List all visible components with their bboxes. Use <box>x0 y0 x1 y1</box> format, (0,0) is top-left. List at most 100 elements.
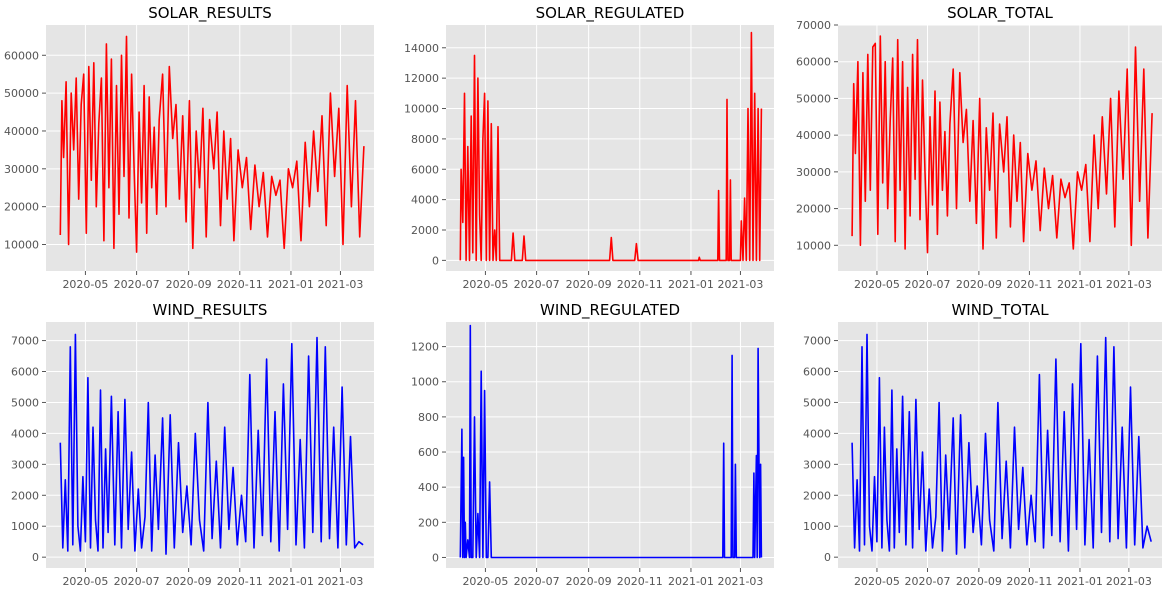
y-tick-label: 600 <box>418 446 439 459</box>
x-tick-label: 2020-07 <box>514 278 560 291</box>
y-tick-label: 7000 <box>11 335 39 348</box>
y-tick-label: 10000 <box>796 239 831 252</box>
y-tick-label: 20000 <box>4 201 39 214</box>
series-line <box>59 333 364 555</box>
x-tick-label: 2020-11 <box>617 278 663 291</box>
x-tick-label: 2020-05 <box>854 278 900 291</box>
y-tick-label: 0 <box>432 254 439 267</box>
x-tick-label: 2020-11 <box>217 278 263 291</box>
subplot-title: SOLAR_TOTAL <box>947 4 1053 23</box>
y-tick-label: 12000 <box>404 72 439 85</box>
series-line <box>59 35 365 253</box>
x-tick-label: 2021-01 <box>668 575 714 588</box>
series-line <box>851 35 1153 254</box>
x-tick-label: 2021-01 <box>268 278 314 291</box>
y-tick-label: 30000 <box>796 166 831 179</box>
x-tick-label: 2020-09 <box>166 575 212 588</box>
x-tick-label: 2020-05 <box>62 278 108 291</box>
x-tick-label: 2020-09 <box>956 575 1002 588</box>
y-tick-label: 5000 <box>11 396 39 409</box>
x-tick-label: 2021-01 <box>668 278 714 291</box>
subplot-title: SOLAR_REGULATED <box>536 4 685 23</box>
series-line <box>459 31 763 262</box>
y-tick-label: 10000 <box>4 239 39 252</box>
y-tick-label: 10000 <box>404 103 439 116</box>
subplot-solar_regulated: 2020-05 2020-07 2020-09 2020-11 2021-01 2021-… <box>404 4 774 291</box>
subplot-wind_regulated: 2020-05 2020-07 2020-09 2020-11 2021-01 2021-… <box>411 301 774 588</box>
y-tick-label: 14000 <box>404 42 439 55</box>
y-tick-label: 2000 <box>803 489 831 502</box>
y-tick-label: 400 <box>418 481 439 494</box>
y-tick-label: 8000 <box>411 133 439 146</box>
y-tick-label: 6000 <box>411 163 439 176</box>
plot-background <box>46 25 374 271</box>
x-tick-label: 2020-05 <box>854 575 900 588</box>
y-tick-label: 6000 <box>803 366 831 379</box>
y-tick-label: 2000 <box>11 489 39 502</box>
y-tick-label: 30000 <box>4 163 39 176</box>
x-tick-label: 2020-09 <box>956 278 1002 291</box>
x-tick-label: 2020-05 <box>462 278 508 291</box>
series-line <box>459 324 763 559</box>
x-tick-label: 2020-11 <box>1006 575 1052 588</box>
series-line <box>851 333 1152 555</box>
y-tick-label: 1000 <box>411 376 439 389</box>
y-tick-label: 3000 <box>803 458 831 471</box>
y-tick-label: 1200 <box>411 341 439 354</box>
y-tick-label: 6000 <box>11 366 39 379</box>
y-tick-label: 20000 <box>796 203 831 216</box>
x-tick-label: 2021-03 <box>317 278 363 291</box>
y-tick-label: 60000 <box>4 49 39 62</box>
y-tick-label: 40000 <box>4 125 39 138</box>
y-tick-label: 4000 <box>411 194 439 207</box>
subplot-solar_results: 2020-05 2020-07 2020-09 2020-11 2021-01 2021-… <box>4 4 374 291</box>
x-tick-label: 2021-03 <box>717 575 763 588</box>
x-tick-label: 2020-05 <box>462 575 508 588</box>
x-tick-label: 2021-03 <box>317 575 363 588</box>
subplot-wind_total: 2020-05 2020-07 2020-09 2020-11 2021-01 2021-… <box>803 301 1162 588</box>
y-tick-label: 4000 <box>803 427 831 440</box>
y-tick-label: 50000 <box>796 92 831 105</box>
subplot-title: WIND_RESULTS <box>153 301 268 320</box>
y-tick-label: 40000 <box>796 129 831 142</box>
x-tick-label: 2020-09 <box>566 278 612 291</box>
x-tick-label: 2021-03 <box>1106 575 1152 588</box>
y-tick-label: 2000 <box>411 224 439 237</box>
subplot-title: WIND_TOTAL <box>951 301 1049 320</box>
y-tick-label: 7000 <box>803 335 831 348</box>
y-tick-label: 0 <box>824 551 831 564</box>
y-tick-label: 4000 <box>11 427 39 440</box>
x-tick-label: 2020-07 <box>114 278 160 291</box>
x-tick-label: 2020-07 <box>905 575 951 588</box>
x-tick-label: 2020-05 <box>62 575 108 588</box>
y-tick-label: 5000 <box>803 396 831 409</box>
x-tick-label: 2021-03 <box>717 278 763 291</box>
y-tick-label: 70000 <box>796 19 831 32</box>
y-tick-label: 50000 <box>4 87 39 100</box>
plot-background <box>446 322 774 568</box>
y-tick-label: 3000 <box>11 458 39 471</box>
subplot-title: SOLAR_RESULTS <box>148 4 272 23</box>
y-tick-label: 1000 <box>11 520 39 533</box>
y-tick-label: 60000 <box>796 56 831 69</box>
x-tick-label: 2020-09 <box>166 278 212 291</box>
subplot-title: WIND_REGULATED <box>540 301 680 320</box>
x-tick-label: 2021-01 <box>1057 575 1103 588</box>
x-tick-label: 2020-07 <box>114 575 160 588</box>
x-tick-label: 2020-09 <box>566 575 612 588</box>
x-tick-label: 2020-07 <box>905 278 951 291</box>
x-tick-label: 2020-11 <box>617 575 663 588</box>
x-tick-label: 2021-01 <box>1057 278 1103 291</box>
subplot-wind_results: 2020-05 2020-07 2020-09 2020-11 2021-01 2021-… <box>11 301 374 588</box>
y-tick-label: 200 <box>418 516 439 529</box>
x-tick-label: 2020-07 <box>514 575 560 588</box>
x-tick-label: 2021-03 <box>1106 278 1152 291</box>
subplot-solar_total: 2020-05 2020-07 2020-09 2020-11 2021-01 2021-… <box>796 4 1162 291</box>
y-tick-label: 0 <box>432 551 439 564</box>
x-tick-label: 2020-11 <box>1006 278 1052 291</box>
y-tick-label: 1000 <box>803 520 831 533</box>
y-tick-label: 0 <box>32 551 39 564</box>
x-tick-label: 2021-01 <box>268 575 314 588</box>
x-tick-label: 2020-11 <box>217 575 263 588</box>
